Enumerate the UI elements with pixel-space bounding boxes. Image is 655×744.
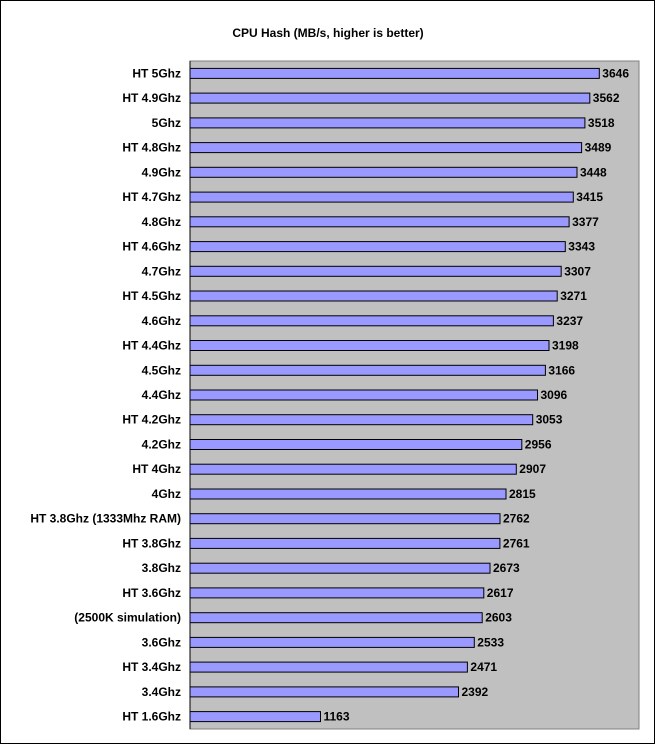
bar <box>189 191 574 203</box>
value-label: 2533 <box>477 635 504 649</box>
category-label: HT 4Ghz <box>132 462 181 476</box>
bar <box>189 711 321 723</box>
bar <box>189 661 468 673</box>
value-label: 2956 <box>525 438 552 452</box>
category-label: 3.8Ghz <box>142 561 181 575</box>
value-label: 3271 <box>560 289 587 303</box>
category-label: HT 4.5Ghz <box>122 289 181 303</box>
category-label: HT 4.4Ghz <box>122 339 181 353</box>
category-label: 3.4Ghz <box>142 685 181 699</box>
bar <box>189 636 475 648</box>
category-label: 4.7Ghz <box>142 264 181 278</box>
category-label: 3.6Ghz <box>142 635 181 649</box>
bar <box>189 686 459 698</box>
value-label: 3307 <box>564 264 591 278</box>
value-label: 2617 <box>487 586 514 600</box>
value-label: 2815 <box>509 487 536 501</box>
value-label: 2603 <box>485 611 512 625</box>
value-label: 3562 <box>593 91 620 105</box>
category-label: 4Ghz <box>152 487 181 501</box>
value-label: 3415 <box>576 190 603 204</box>
category-label: 4.8Ghz <box>142 215 181 229</box>
bar <box>189 67 600 79</box>
bar <box>189 166 578 178</box>
value-label: 3489 <box>585 141 612 155</box>
bar <box>189 92 591 104</box>
bar <box>189 439 523 450</box>
value-label: 2673 <box>493 561 520 575</box>
value-label: 3198 <box>552 339 579 353</box>
value-label: 3518 <box>588 116 615 130</box>
value-label: 2907 <box>519 462 546 476</box>
value-label: 1163 <box>324 710 350 724</box>
bar <box>189 488 507 500</box>
value-label: 3343 <box>568 240 595 254</box>
bar <box>189 265 562 277</box>
bar <box>189 315 554 327</box>
bar <box>189 389 538 401</box>
category-label: 4.5Ghz <box>142 363 181 377</box>
bar <box>189 364 546 376</box>
bar <box>189 612 483 624</box>
bar <box>189 587 485 599</box>
bar <box>189 513 501 525</box>
category-label: HT 5Ghz <box>132 66 181 80</box>
chart-title: CPU Hash (MB/s, higher is better) <box>232 26 423 40</box>
value-labels: 3646 3562 3518 3489 3448 3415 3377 3343 3307 3271… <box>324 66 630 723</box>
category-label: HT 3.8Ghz <box>122 536 181 550</box>
value-label: 2762 <box>503 512 530 526</box>
bar <box>189 340 550 351</box>
category-label: (2500K simulation) <box>74 611 181 625</box>
category-label: HT 4.7Ghz <box>122 190 181 204</box>
bar <box>189 241 566 253</box>
bar <box>189 216 570 228</box>
value-label: 3448 <box>580 165 607 179</box>
value-label: 3096 <box>541 388 568 402</box>
category-label: 4.9Ghz <box>142 165 181 179</box>
value-label: 3166 <box>548 363 575 377</box>
category-label: 4.4Ghz <box>142 388 181 402</box>
category-label: HT 4.8Ghz <box>122 141 181 155</box>
value-label: 3377 <box>572 215 599 229</box>
category-label: HT 1.6Ghz <box>122 710 181 724</box>
category-label: HT 4.2Ghz <box>122 413 181 427</box>
bar <box>189 290 558 302</box>
bars-group <box>189 67 600 723</box>
category-labels: HT 5Ghz HT 4.9Ghz 5Ghz HT 4.8Ghz 4.9Ghz HT 4.… <box>30 66 181 723</box>
value-label: 3646 <box>602 66 629 80</box>
bar <box>189 142 583 154</box>
category-label: HT 3.6Ghz <box>122 586 181 600</box>
category-label: HT 4.6Ghz <box>122 240 181 254</box>
bar <box>189 414 534 426</box>
category-label: HT 4.9Ghz <box>122 91 181 105</box>
category-label: HT 3.8Ghz (1333Mhz RAM) <box>30 512 181 526</box>
category-label: 4.6Ghz <box>142 314 181 328</box>
value-label: 2392 <box>462 685 489 699</box>
bar <box>189 562 491 574</box>
value-label: 3053 <box>536 413 563 427</box>
bar <box>189 537 501 549</box>
bar <box>189 463 517 475</box>
value-label: 2761 <box>503 536 530 550</box>
bar <box>189 117 586 129</box>
category-label: HT 3.4Ghz <box>122 660 181 674</box>
category-label: 5Ghz <box>152 116 181 130</box>
value-label: 2471 <box>470 660 497 674</box>
value-label: 3237 <box>556 314 583 328</box>
category-label: 4.2Ghz <box>142 438 181 452</box>
